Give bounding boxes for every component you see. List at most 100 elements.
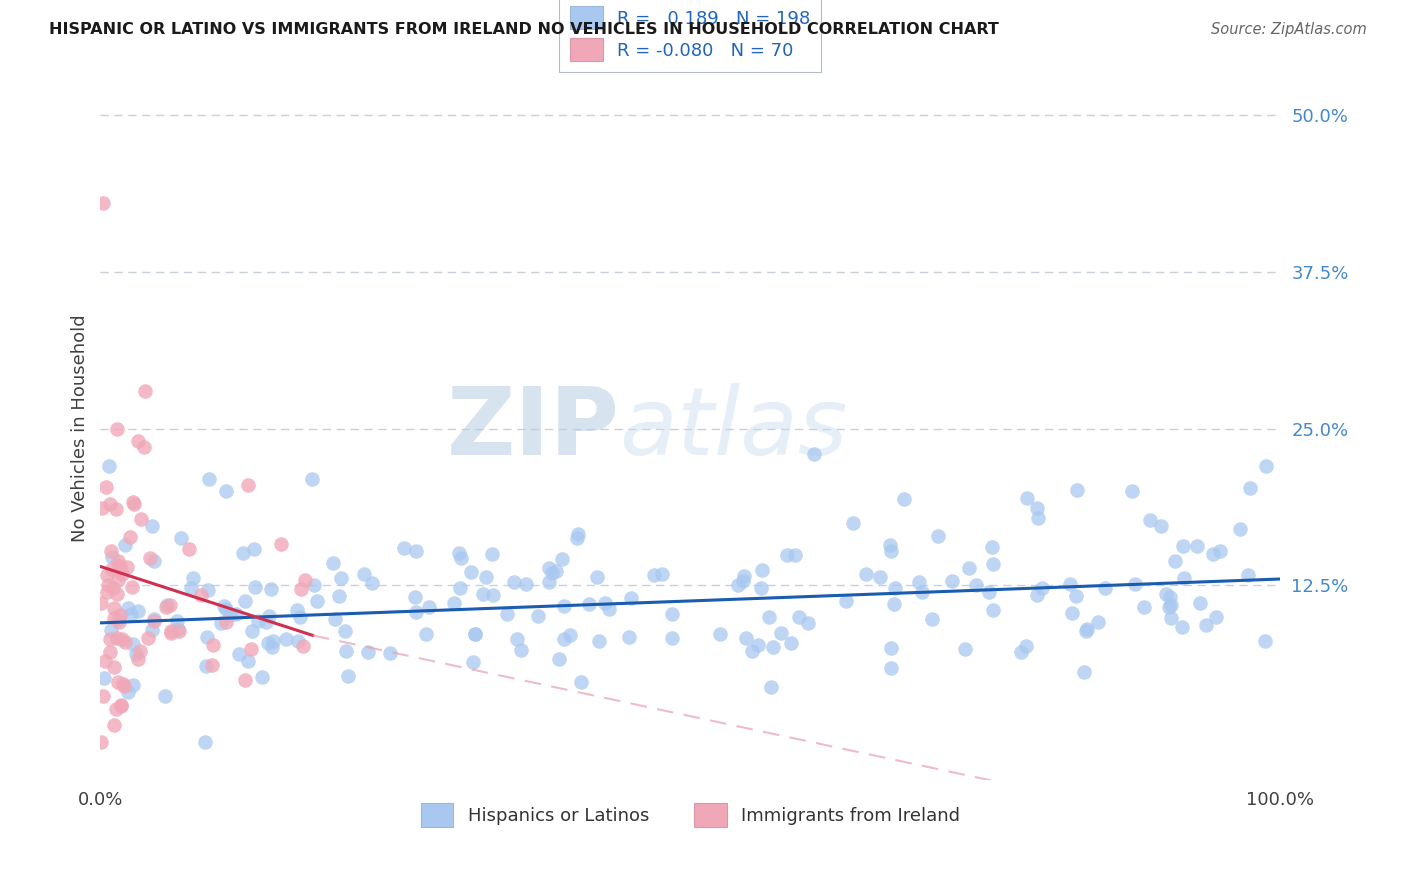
Point [335, 643, 357, 657]
Point [1160, 598, 1182, 612]
Point [143, 614, 166, 628]
Point [1076, 622, 1098, 636]
Point [550, 552, 572, 566]
Point [415, 627, 437, 641]
Point [166, 614, 188, 628]
Point [797, 615, 820, 630]
Point [553, 599, 575, 614]
Point [735, 631, 758, 645]
Point [336, 669, 359, 683]
Point [90, 596, 112, 610]
Point [330, 571, 353, 585]
Point [141, 624, 163, 638]
Point [105, 421, 128, 435]
Point [527, 609, 550, 624]
Point [105, 502, 128, 516]
Point [776, 549, 799, 563]
Point [307, 594, 329, 608]
Point [1160, 611, 1182, 625]
Point [107, 612, 129, 626]
Text: ZIP: ZIP [447, 383, 620, 475]
Point [1229, 522, 1251, 536]
Point [565, 531, 588, 545]
Point [110, 698, 132, 713]
Point [96, 568, 118, 582]
Point [129, 644, 152, 658]
Point [194, 735, 217, 749]
Point [125, 648, 148, 662]
Point [1157, 600, 1180, 615]
Point [180, 581, 202, 595]
Point [464, 626, 486, 640]
Point [537, 575, 560, 590]
Point [156, 598, 179, 612]
Point [1087, 615, 1109, 629]
Point [235, 673, 257, 688]
Point [749, 581, 772, 595]
Point [108, 559, 131, 574]
Point [301, 472, 323, 486]
Point [111, 567, 134, 582]
Point [741, 643, 763, 657]
Point [884, 581, 907, 595]
Point [96, 584, 118, 599]
Point [751, 563, 773, 577]
Point [1189, 596, 1212, 610]
Point [981, 557, 1004, 571]
Point [112, 679, 135, 693]
Point [190, 588, 212, 602]
Point [449, 581, 471, 595]
Point [1059, 576, 1081, 591]
Point [1123, 577, 1146, 591]
Point [228, 647, 250, 661]
Point [160, 624, 183, 639]
Point [242, 542, 264, 557]
Point [97, 578, 120, 592]
Point [842, 516, 865, 531]
Point [294, 573, 316, 587]
Point [328, 590, 350, 604]
Point [257, 636, 280, 650]
Point [159, 598, 181, 612]
Point [143, 612, 166, 626]
Point [1187, 540, 1209, 554]
Point [1028, 511, 1050, 525]
Point [980, 540, 1002, 554]
Point [201, 658, 224, 673]
Point [1195, 618, 1218, 632]
Point [953, 641, 976, 656]
Point [709, 626, 731, 640]
Point [941, 574, 963, 589]
Point [98, 645, 121, 659]
Point [405, 544, 427, 558]
Point [450, 550, 472, 565]
Point [121, 637, 143, 651]
Point [100, 544, 122, 558]
Point [1017, 491, 1039, 505]
Point [880, 544, 903, 558]
Point [1073, 665, 1095, 679]
Point [107, 573, 129, 587]
Point [762, 640, 785, 655]
Point [117, 560, 139, 574]
Point [120, 607, 142, 621]
Point [553, 632, 575, 647]
Point [323, 612, 346, 626]
Text: atlas: atlas [620, 383, 848, 474]
Point [274, 632, 297, 646]
Point [569, 675, 592, 690]
Point [236, 654, 259, 668]
Point [474, 570, 496, 584]
Point [132, 440, 155, 454]
Point [91, 501, 114, 516]
Point [1256, 459, 1278, 474]
Point [240, 641, 263, 656]
Point [965, 578, 987, 592]
Point [111, 632, 134, 647]
Point [250, 670, 273, 684]
Point [302, 578, 325, 592]
Point [835, 594, 858, 608]
Point [869, 570, 891, 584]
Point [759, 681, 782, 695]
Point [1064, 589, 1087, 603]
